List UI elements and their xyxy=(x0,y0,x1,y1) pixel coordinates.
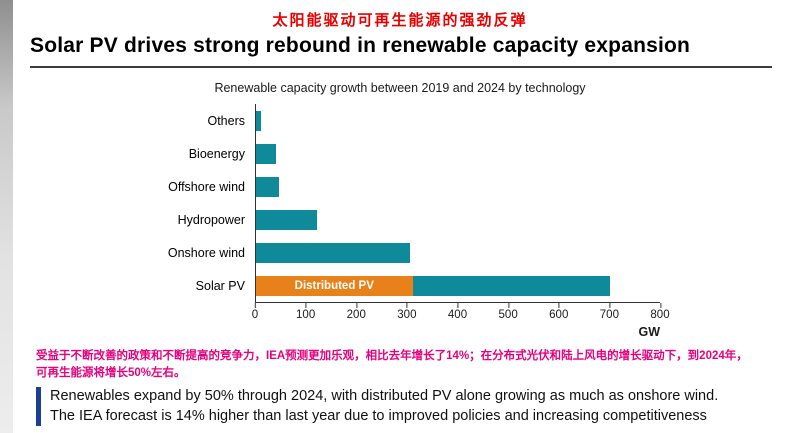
chart-title: Renewable capacity growth between 2019 a… xyxy=(214,81,586,95)
bar-track xyxy=(255,203,660,236)
english-note-line-2: The IEA forecast is 14% higher than last… xyxy=(50,407,707,424)
x-axis-unit-spacer xyxy=(140,322,255,339)
bar-offshore-wind xyxy=(256,176,279,197)
category-label: Solar PV xyxy=(195,278,245,293)
x-axis: 0 100 200 300 400 500 600 700 800 xyxy=(251,302,670,322)
bar-track xyxy=(255,104,660,137)
x-tick-label: 0 xyxy=(251,303,259,321)
chinese-title: 太阳能驱动可再生能源的强劲反弹 xyxy=(272,12,528,29)
category-label: Hydropower xyxy=(177,212,245,227)
x-tick-label: 300 xyxy=(397,303,417,321)
category-label: Others xyxy=(207,113,245,128)
chart-row: Others xyxy=(140,104,660,137)
bar-solar-pv: Distributed PV xyxy=(256,275,610,296)
chart-row: Hydropower xyxy=(140,203,660,236)
x-axis-unit-label: GW xyxy=(638,325,660,339)
x-tick-label: 700 xyxy=(599,303,619,321)
x-axis-unit-row: GW xyxy=(140,322,660,339)
category-label: Offshore wind xyxy=(168,179,245,194)
bar-bioenergy xyxy=(256,143,277,164)
x-tick-label: 400 xyxy=(447,303,468,321)
category-label: Bioenergy xyxy=(188,146,245,161)
bar-hydropower xyxy=(256,209,317,230)
x-tick-label: 800 xyxy=(650,303,670,321)
chart-row: Bioenergy xyxy=(140,137,660,170)
chart-row: Solar PV Distributed PV xyxy=(140,269,660,302)
english-note: Renewables expand by 50% through 2024, w… xyxy=(36,387,776,427)
category-label: Onshore wind xyxy=(167,245,245,260)
bar-onshore-wind xyxy=(256,242,411,263)
bar-track xyxy=(255,137,660,170)
x-axis-spacer xyxy=(140,302,255,322)
distributed-pv-segment: Distributed PV xyxy=(256,275,413,296)
x-tick-label: 500 xyxy=(498,303,518,321)
scan-edge-strip xyxy=(0,0,13,433)
chart-rows: Others Bioenergy Offshore wind Hydropower On… xyxy=(140,104,660,302)
distributed-pv-label: Distributed PV xyxy=(294,279,374,292)
chart-row: Onshore wind xyxy=(140,236,660,269)
x-axis-row: 0 100 200 300 400 500 600 700 800 xyxy=(140,302,670,322)
bar-chart: Renewable capacity growth between 2019 a… xyxy=(140,81,670,339)
bar-track xyxy=(255,170,660,203)
chinese-note: 受益于不断改善的政策和不断提高的竞争力，IEA预测更加乐观，相比去年增长了14%… xyxy=(36,350,748,379)
page-title: Solar PV drives strong rebound in renewa… xyxy=(30,34,772,68)
x-tick-label: 600 xyxy=(549,303,569,321)
x-tick-label: 100 xyxy=(296,303,316,321)
english-note-line-1: Renewables expand by 50% through 2024, w… xyxy=(50,388,719,405)
x-tick-label: 200 xyxy=(346,303,366,321)
bar-others xyxy=(256,110,262,131)
bar-track: Distributed PV xyxy=(255,269,660,302)
bar-track xyxy=(255,236,660,269)
chart-row: Offshore wind xyxy=(140,170,660,203)
